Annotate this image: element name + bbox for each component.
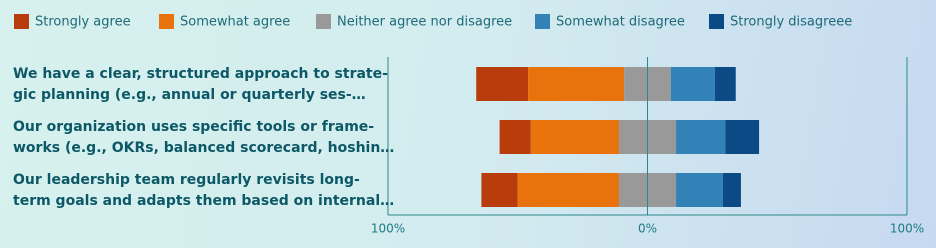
bar-segment: [722, 173, 741, 207]
category-label: Our organization uses specific tools or …: [13, 119, 374, 135]
legend-label: Somewhat disagree: [556, 15, 685, 30]
x-tick-label: 100%: [890, 222, 924, 236]
bar-segment: [528, 67, 625, 101]
bar-segment: [714, 67, 736, 101]
legend-swatch: [14, 14, 29, 29]
bar-segment: [676, 173, 723, 207]
category-label: works (e.g., OKRs, balanced scorecard, h…: [13, 140, 394, 156]
bar-segment: [476, 67, 529, 101]
legend-label: Neither agree nor disagree: [337, 15, 512, 30]
legend-label: Somewhat agree: [180, 15, 290, 30]
bar-segment: [676, 120, 726, 154]
category-label: Our leadership team regularly revisits l…: [13, 172, 360, 188]
legend-label: Strongly agree: [35, 15, 131, 30]
legend-swatch: [316, 14, 331, 29]
bar-segment: [725, 120, 760, 154]
x-tick-label: 100%: [371, 222, 405, 236]
category-label: gic planning (e.g., annual or quarterly …: [13, 87, 366, 103]
bar-segment: [517, 173, 619, 207]
category-label: We have a clear, structured approach to …: [13, 66, 388, 82]
bar-segment: [481, 173, 518, 207]
legend-swatch: [709, 14, 724, 29]
legend-swatch: [159, 14, 174, 29]
bar-segment: [499, 120, 531, 154]
legend-swatch: [535, 14, 550, 29]
bar-segment: [670, 67, 715, 101]
category-label: term goals and adapts them based on inte…: [13, 193, 394, 209]
x-tick-label: 0%: [638, 222, 657, 236]
bar-segment: [530, 120, 619, 154]
legend-label: Strongly disagreee: [730, 15, 852, 30]
